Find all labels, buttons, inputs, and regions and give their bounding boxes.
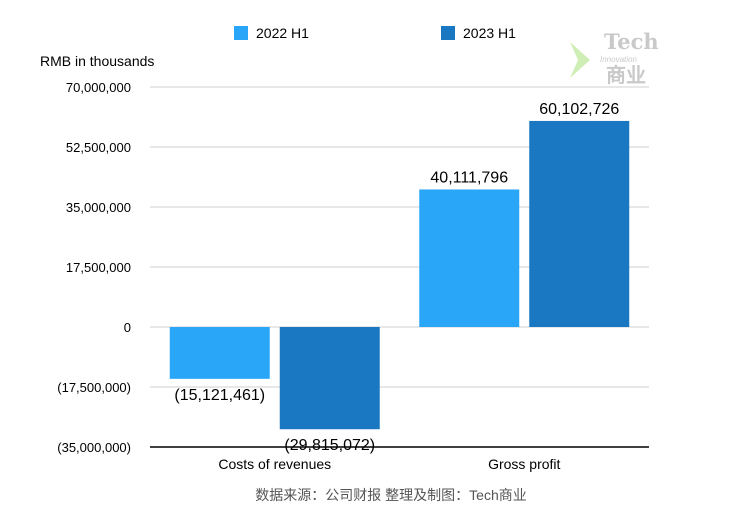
data-label: (29,815,072) <box>284 437 375 454</box>
bars <box>169 120 630 430</box>
data-label: (15,121,461) <box>174 387 265 404</box>
bar-costs-of-revenues-2022h1 <box>169 327 270 379</box>
x-category-label: Gross profit <box>488 456 560 472</box>
legend: 2022 H1 2023 H1 <box>234 25 516 41</box>
source-note: 数据来源：公司财报 整理及制图：Tech商业 <box>255 487 526 503</box>
bar-gross-profit-2023h1 <box>529 120 630 328</box>
data-label: 40,111,796 <box>430 169 508 186</box>
y-tick-label: 0 <box>124 320 131 335</box>
category-labels: Costs of revenues Gross profit <box>218 456 560 472</box>
legend-swatch-2023h1 <box>441 26 455 40</box>
watermark-text-cn: 商业 <box>606 63 646 87</box>
x-category-label: Costs of revenues <box>218 456 331 472</box>
bar-costs-of-revenues-2023h1 <box>279 327 380 430</box>
y-tick-label: 35,000,000 <box>66 200 131 215</box>
y-tick-label: 17,500,000 <box>66 260 131 275</box>
data-label: 60,102,726 <box>539 101 619 118</box>
y-tick-label: (35,000,000) <box>57 440 131 455</box>
legend-swatch-2022h1 <box>234 26 248 40</box>
watermark-arrow-icon <box>570 42 590 78</box>
watermark-logo: Tech Innovation 商业 <box>570 29 659 87</box>
data-labels: (15,121,461) (29,815,072) 40,111,796 60,102… <box>174 101 619 454</box>
watermark-text-innovation: Innovation <box>600 55 637 64</box>
y-axis-ticks: 70,000,000 52,500,000 35,000,000 17,500,000… <box>57 80 131 455</box>
legend-label-2023h1: 2023 H1 <box>463 25 516 41</box>
bar-gross-profit-2022h1 <box>419 189 520 327</box>
y-tick-label: (17,500,000) <box>57 380 131 395</box>
y-tick-label: 52,500,000 <box>66 140 131 155</box>
y-axis-unit-label: RMB in thousands <box>40 53 154 69</box>
y-tick-label: 70,000,000 <box>66 80 131 95</box>
legend-label-2022h1: 2022 H1 <box>256 25 309 41</box>
watermark-text-tech: Tech <box>604 29 659 54</box>
